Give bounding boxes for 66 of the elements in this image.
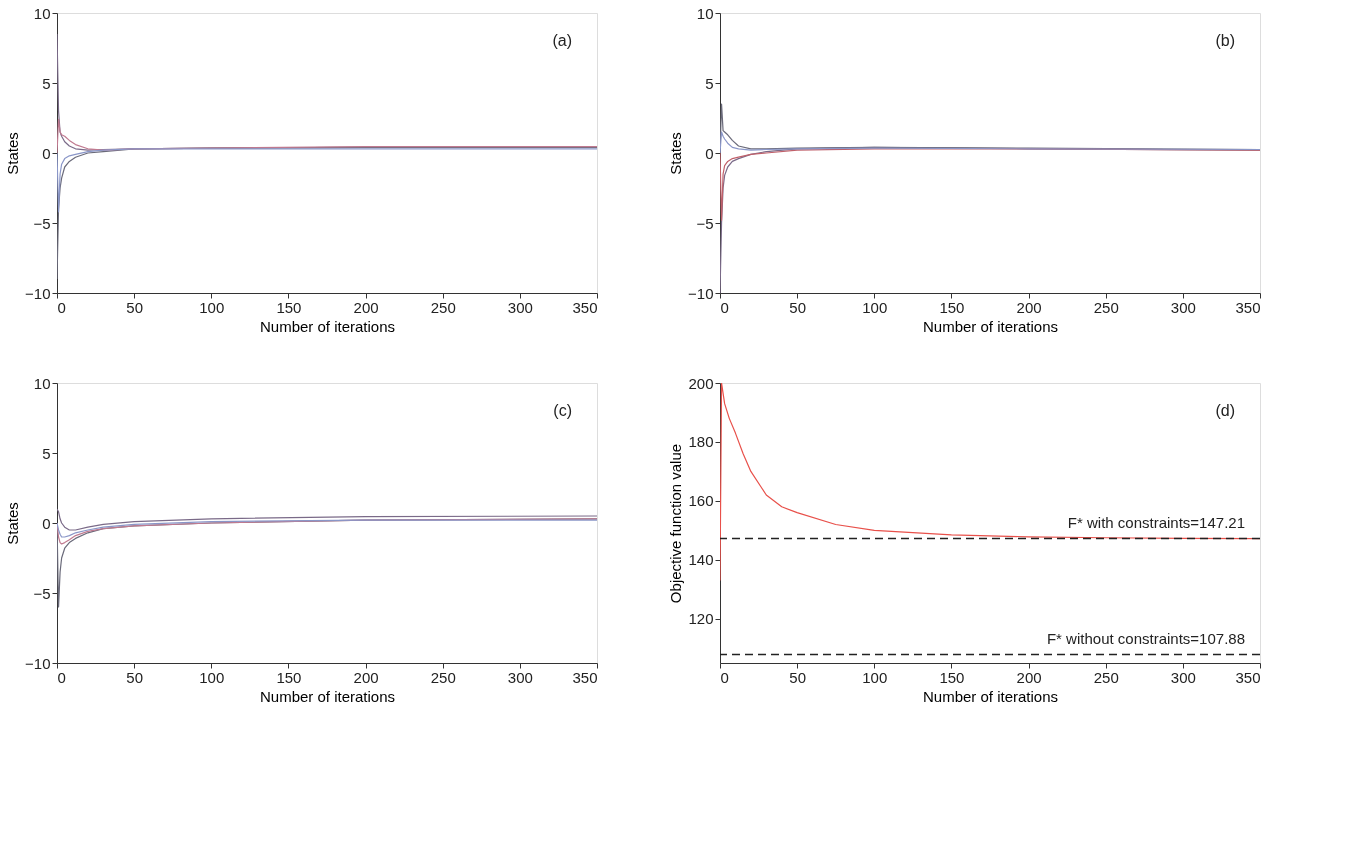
y-tick-label: 160: [688, 492, 714, 510]
x-tick-label: 0: [720, 298, 729, 316]
ref-line-label: F* without constraints=107.88: [1046, 629, 1245, 647]
y-tick-label: 5: [42, 74, 51, 92]
x-tick-label: 350: [572, 668, 598, 686]
x-tick-label: 300: [507, 298, 533, 316]
x-axis-title: Number of iterations: [259, 317, 396, 335]
x-axis-title: Number of iterations: [259, 687, 396, 705]
y-tick-label: −5: [696, 214, 714, 232]
y-tick-label: 0: [42, 144, 51, 162]
y-tick-label: 0: [42, 514, 51, 532]
annotation: (a): [552, 32, 572, 49]
y-tick-label: −10: [688, 284, 714, 302]
annotation: (b): [1215, 32, 1235, 49]
x-tick-label: 200: [1016, 298, 1042, 316]
y-axis-title: States: [667, 132, 685, 175]
x-tick-label: 300: [1170, 668, 1196, 686]
x-tick-label: 350: [572, 298, 598, 316]
y-tick-label: 10: [33, 4, 51, 22]
y-tick-label: 140: [688, 551, 714, 569]
x-tick-label: 150: [276, 668, 302, 686]
x-tick-label: 0: [57, 668, 66, 686]
y-tick-label: 180: [688, 433, 714, 451]
y-tick-label: 10: [33, 374, 51, 392]
y-tick-label: 5: [705, 74, 714, 92]
x-tick-label: 50: [789, 298, 806, 316]
y-tick-label: 10: [696, 4, 714, 22]
x-tick-label: 300: [507, 668, 533, 686]
x-tick-label: 200: [353, 298, 379, 316]
x-tick-label: 0: [720, 668, 729, 686]
y-tick-label: 200: [688, 374, 714, 392]
y-tick-label: −5: [33, 214, 51, 232]
y-tick-label: −5: [33, 584, 51, 602]
x-tick-label: 50: [126, 298, 143, 316]
x-tick-label: 250: [1093, 298, 1119, 316]
x-tick-label: 200: [1016, 668, 1042, 686]
y-axis-title: Objective function value: [667, 443, 685, 604]
x-tick-label: 100: [862, 668, 888, 686]
x-axis-title: Number of iterations: [922, 317, 1059, 335]
x-tick-label: 150: [939, 298, 965, 316]
x-tick-label: 100: [862, 298, 888, 316]
y-tick-label: −10: [25, 654, 51, 672]
y-axis-title: States: [4, 132, 22, 175]
x-axis-title: Number of iterations: [922, 687, 1059, 705]
x-tick-label: 150: [276, 298, 302, 316]
annotation: (d): [1215, 402, 1235, 419]
x-tick-label: 200: [353, 668, 379, 686]
x-tick-label: 300: [1170, 298, 1196, 316]
y-tick-label: 120: [688, 610, 714, 628]
y-tick-label: 0: [705, 144, 714, 162]
x-tick-label: 250: [430, 298, 456, 316]
y-tick-label: 5: [42, 444, 51, 462]
ref-line-label: F* with constraints=147.21: [1067, 513, 1245, 531]
x-tick-label: 350: [1235, 298, 1261, 316]
x-tick-label: 0: [57, 298, 66, 316]
x-tick-label: 250: [1093, 668, 1119, 686]
x-tick-label: 50: [126, 668, 143, 686]
x-tick-label: 50: [789, 668, 806, 686]
y-axis-title: States: [4, 502, 22, 545]
x-tick-label: 150: [939, 668, 965, 686]
x-tick-label: 250: [430, 668, 456, 686]
x-tick-label: 100: [199, 298, 225, 316]
y-tick-label: −10: [25, 284, 51, 302]
annotation: (c): [553, 402, 572, 419]
x-tick-label: 100: [199, 668, 225, 686]
x-tick-label: 350: [1235, 668, 1261, 686]
